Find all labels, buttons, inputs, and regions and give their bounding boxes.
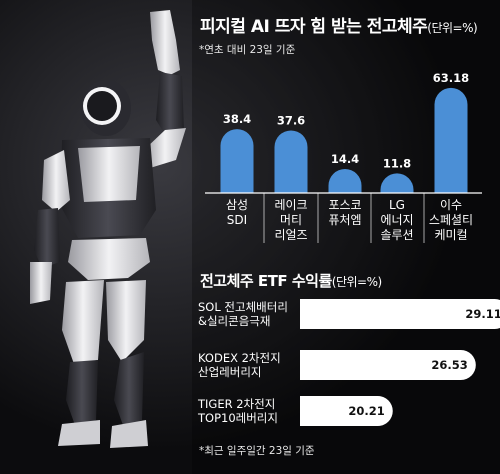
chart1-bar-3 [380, 173, 414, 193]
chart2-value-label-2: 20.21 [348, 404, 384, 418]
chart1-category-label-1: 레이크 머티 리얼즈 [274, 198, 308, 242]
chart1-category-label-4: 이수 스페셜티 케미컬 [428, 198, 474, 242]
chart1-value-label-3: 11.8 [383, 156, 411, 170]
chart1-value-label-2: 14.4 [331, 152, 359, 166]
chart2-unit-note: (단위=%) [331, 275, 382, 289]
chart1-subtitle: *연초 대비 23일 기준 [199, 44, 296, 56]
chart2-title: 전고체주 ETF 수익률(단위=%) [200, 272, 382, 290]
chart1-bar-0 [220, 129, 254, 193]
chart1-category-label-3: LG 에너지 솔루션 [380, 198, 414, 242]
chart2-category-label-1: KODEX 2차전지 산업레버리지 [198, 351, 281, 379]
chart1-bar-4 [434, 87, 468, 193]
chart1-value-label-1: 37.6 [277, 113, 305, 127]
chart2-footnote: *최근 일주일간 23일 기준 [199, 445, 315, 457]
chart1-unit-note: (단위=%) [427, 21, 478, 35]
chart1-category-label-2: 포스코 퓨처엠 [328, 198, 362, 227]
chart1-value-label-4: 63.18 [433, 71, 469, 85]
chart2-category-label-0: SOL 전고체배터리 &실리콘음극재 [198, 300, 288, 328]
chart2-bar-1 [300, 350, 476, 380]
chart1-value-label-0: 38.4 [223, 112, 251, 126]
chart1-bar-1 [274, 130, 308, 193]
chart2-value-label-1: 26.53 [431, 358, 467, 372]
chart2-value-label-0: 29.11 [465, 307, 500, 321]
chart2-bar-0 [300, 299, 500, 329]
chart2-category-label-2: TIGER 2차전지 TOP10레버리지 [198, 397, 278, 425]
chart1-title: 피지컬 AI 뜨자 힘 받는 전고체주(단위=%) [200, 17, 478, 37]
chart1-category-label-0: 삼성 SDI [225, 198, 249, 227]
chart1-bar-2 [328, 169, 362, 193]
chart2-bar-2 [300, 396, 393, 426]
